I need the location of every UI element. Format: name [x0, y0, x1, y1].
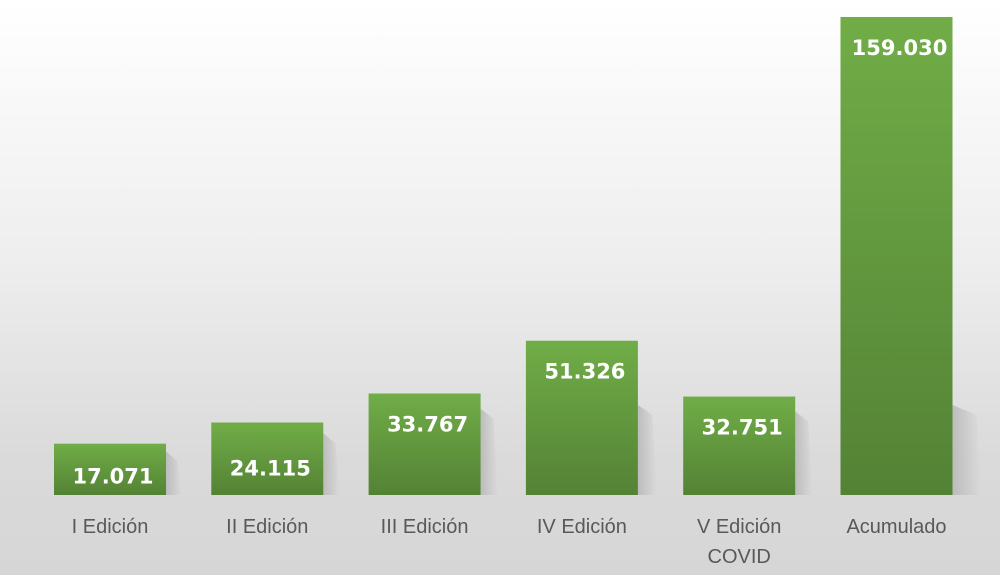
- x-tick-label: Acumulado: [846, 516, 946, 538]
- x-tick-label-line: I Edición: [72, 516, 149, 538]
- data-label: 51.326: [544, 360, 625, 384]
- x-tick-label: I Edición: [72, 516, 149, 538]
- bar: [840, 17, 953, 495]
- bar-shadow: [795, 411, 813, 495]
- data-label: 33.767: [387, 413, 468, 437]
- bar: [211, 422, 324, 495]
- x-tick-label: II Edición: [226, 516, 308, 538]
- x-tick-label-line: Acumulado: [846, 516, 946, 538]
- bar-shadow: [166, 451, 182, 495]
- x-tick-label: V Edición COVID: [697, 516, 782, 568]
- bar-shadow: [952, 405, 981, 495]
- bar-shadow: [637, 405, 657, 495]
- bar: [525, 340, 638, 495]
- x-tick-label-line: II Edición: [226, 516, 308, 538]
- data-label: 24.115: [230, 456, 311, 480]
- bar-shadow: [480, 408, 498, 495]
- x-tick-label-line: IV Edición: [537, 516, 627, 538]
- data-label: 17.071: [72, 465, 153, 489]
- x-tick-label: IV Edición: [537, 516, 627, 538]
- data-label: 159.030: [852, 36, 948, 60]
- data-label: 32.751: [702, 416, 783, 440]
- x-tick-label-line: COVID: [708, 546, 771, 568]
- x-tick-label: III Edición: [381, 516, 469, 538]
- bar: [54, 443, 166, 495]
- bar: [683, 396, 796, 495]
- x-tick-label-line: III Edición: [381, 516, 469, 538]
- bar-shadow: [323, 433, 340, 495]
- x-tick-label-line: V Edición: [697, 516, 782, 538]
- bar: [368, 393, 481, 495]
